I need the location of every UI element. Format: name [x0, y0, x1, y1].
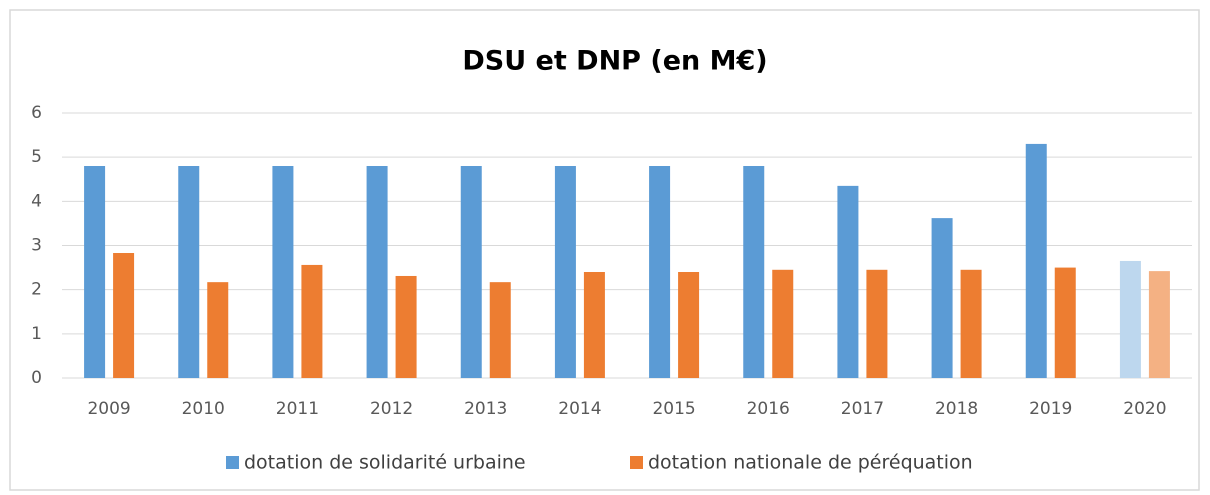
y-tick-label: 5	[31, 147, 42, 167]
bar	[960, 269, 982, 378]
bar	[272, 166, 294, 378]
x-tick-label: 2017	[841, 399, 884, 419]
bar	[366, 166, 388, 378]
x-tick-label: 2019	[1029, 399, 1072, 419]
x-tick-label: 2016	[747, 399, 790, 419]
bar	[583, 272, 605, 378]
x-tick-label: 2012	[370, 399, 413, 419]
y-tick-label: 2	[31, 280, 42, 300]
legend-swatch	[630, 456, 643, 469]
x-tick-label: 2014	[558, 399, 601, 419]
bar	[460, 166, 482, 378]
legend-label: dotation nationale de péréquation	[648, 452, 973, 474]
bar	[207, 282, 229, 378]
bar	[1054, 267, 1076, 378]
y-tick-label: 4	[31, 191, 42, 211]
bar	[489, 282, 511, 378]
bar	[649, 166, 671, 378]
bar	[866, 269, 888, 378]
bar	[84, 166, 106, 378]
y-tick-label: 0	[31, 368, 42, 388]
bar	[1025, 143, 1047, 378]
bar	[395, 275, 417, 378]
bar	[178, 166, 200, 378]
bar	[743, 166, 765, 378]
y-tick-label: 1	[31, 324, 42, 344]
y-tick-label: 6	[31, 103, 42, 123]
bar	[931, 218, 953, 378]
legend-swatch	[226, 456, 239, 469]
bar	[772, 269, 794, 378]
bar	[837, 185, 859, 378]
bar	[113, 253, 135, 378]
bar	[1148, 271, 1170, 378]
x-tick-label: 2020	[1123, 399, 1166, 419]
legend: dotation de solidarité urbaine dotation …	[226, 452, 973, 474]
x-tick-label: 2018	[935, 399, 978, 419]
x-tick-label: 2009	[87, 399, 130, 419]
bar	[678, 272, 700, 378]
chart-frame	[9, 9, 1200, 491]
bar	[301, 264, 323, 378]
x-tick-label: 2011	[276, 399, 319, 419]
x-tick-label: 2015	[652, 399, 695, 419]
y-tick-label: 3	[31, 236, 42, 256]
chart-title: DSU et DNP (en M€)	[462, 46, 767, 77]
legend-label: dotation de solidarité urbaine	[244, 452, 526, 474]
bar	[1119, 260, 1141, 378]
bar	[554, 166, 576, 378]
x-tick-label: 2010	[182, 399, 225, 419]
x-tick-label: 2013	[464, 399, 507, 419]
